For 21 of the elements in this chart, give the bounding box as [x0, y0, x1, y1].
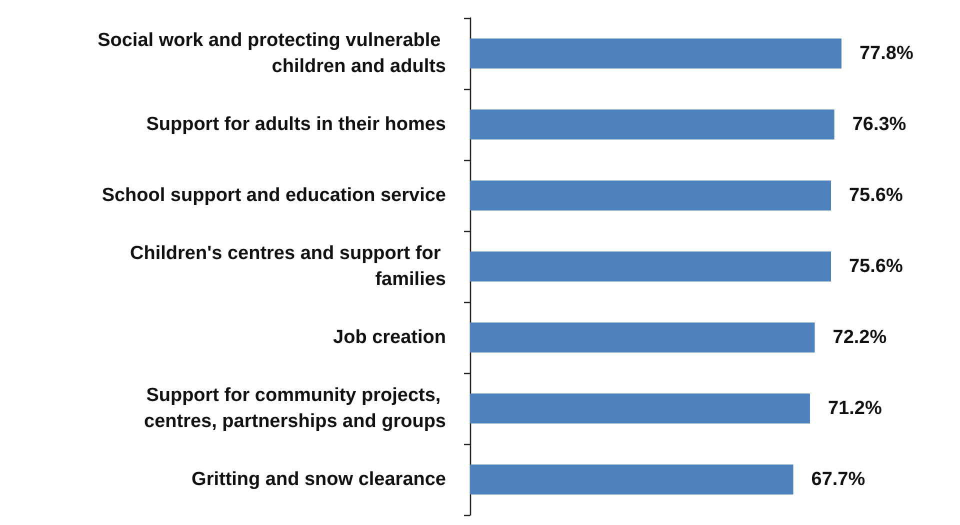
bar [470, 322, 815, 352]
bar [470, 38, 842, 68]
data-label: 77.8% [859, 43, 914, 64]
y-tick-label: School support and education service [102, 185, 446, 206]
data-label: 76.3% [852, 114, 906, 135]
y-tick-label: Gritting and snow clearance [192, 469, 446, 490]
y-tick-label: Support for adults in their homes [146, 114, 446, 135]
y-tick-label: Job creation [333, 327, 446, 348]
data-label: 75.6% [848, 185, 903, 206]
y-tick-label: Children's centres and support for families [130, 243, 446, 290]
bar [470, 252, 831, 282]
bar [470, 464, 794, 494]
y-tick-label: Support for community projects, centres, partnerships and groups [144, 385, 446, 432]
y-tick-label: Social work and protecting vulnerable children and adults [98, 30, 446, 77]
data-label: 72.2% [832, 327, 887, 348]
data-label: 67.7% [811, 469, 866, 490]
bar [470, 394, 810, 424]
bar [470, 110, 834, 140]
data-label: 75.6% [848, 256, 903, 277]
bar [470, 180, 831, 210]
data-label: 71.2% [828, 398, 882, 419]
